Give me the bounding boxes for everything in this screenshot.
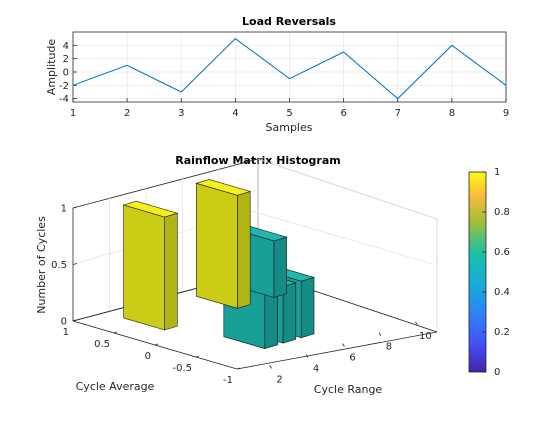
z-tick-label: 1 [61,204,67,215]
colorbar-tick-label: 0 [494,367,500,378]
range-tick-label: 6 [349,353,355,364]
average-tick-label: 0 [145,351,151,362]
z-tick-label: 0 [61,317,67,328]
x-tick-label: 2 [124,108,130,119]
range-tick-label: 10 [419,331,432,342]
y-tick-label: 4 [63,41,69,52]
colorbar-gradient [468,171,487,373]
load-reversals-line [72,38,507,100]
average-tick-label: -0.5 [172,363,192,374]
bar-top-face [195,179,252,196]
bar-front-face [264,287,278,350]
z-tick-label: 0.5 [51,260,67,271]
histogram-ylabel: Cycle Average [76,380,155,393]
average-tick-label: 0.5 [94,339,110,350]
bar-front-face [273,236,287,298]
z-tick-mark [72,263,78,265]
colorbar-tick-label: 0.4 [494,287,510,298]
bar-top-face [122,200,179,218]
range-tick-mark [342,343,345,347]
range-tick-mark [415,321,418,326]
x-tick-label: 9 [503,108,509,119]
z-grid-line [252,210,433,265]
x-tick-label: 1 [70,108,76,119]
bar-side-face [196,182,238,309]
range-tick-mark [305,354,309,358]
bar-front-face [237,191,251,309]
average-tick-mark [236,367,241,370]
range-tick-mark [378,332,382,336]
colorbar: 0 0.2 0.4 0.6 0.8 1 [468,167,510,378]
x-tick-label: 5 [286,108,292,119]
range-tick-label: 8 [386,342,392,353]
y-tick-label: 0 [63,68,69,79]
line-chart-ylabel: Amplitude [45,39,58,96]
range-tick-label: 4 [313,363,319,374]
line-chart-ticks: 1 2 3 4 5 6 7 8 9 4 2 0 -2 -4 [59,41,509,119]
x-tick-label: 6 [340,108,346,119]
bar-front-face [164,212,178,331]
average-tick-mark [72,319,77,322]
histogram-bar [195,179,252,309]
histogram-zlabel: Number of Cycles [35,216,48,314]
x-tick-label: 3 [178,108,184,119]
average-tick-mark [113,331,118,334]
line-chart-title: Load Reversals [242,15,336,28]
colorbar-tick-label: 0.2 [494,327,510,338]
bar-front-face [300,276,315,339]
histogram-bars [122,179,316,350]
colorbar-tick-label: 0.6 [494,247,510,258]
histogram-xlabel: Cycle Range [314,383,383,396]
histogram-3d: Rainflow Matrix Histogram 00.5110.50-0.5… [35,154,438,396]
bar-side-face [123,204,165,331]
line-chart-grid [72,32,507,102]
histogram-bar [122,200,179,331]
colorbar-ticks: 0 0.2 0.4 0.6 0.8 1 [482,167,510,378]
y-tick-label: -4 [59,94,69,105]
x-tick-label: 8 [449,108,455,119]
average-tick-mark [154,343,159,346]
histogram-ticks: 0 0.5 1 1 0.5 0 -0.5 -1 2 4 6 8 10 [51,204,432,387]
line-chart-xlabel: Samples [266,121,313,134]
x-tick-label: 4 [232,108,238,119]
average-tick-label: 1 [63,327,69,338]
average-tick-mark [195,355,200,358]
colorbar-tick-label: 1 [494,167,500,178]
range-tick-label: 2 [276,374,282,385]
range-tick-mark [269,365,272,369]
y-tick-label: 2 [63,54,69,65]
y-tick-label: -2 [59,81,69,92]
colorbar-tick-label: 0.8 [494,207,510,218]
x-tick-label: 7 [395,108,401,119]
average-tick-label: -1 [223,375,233,386]
z-tick-mark [72,206,78,209]
